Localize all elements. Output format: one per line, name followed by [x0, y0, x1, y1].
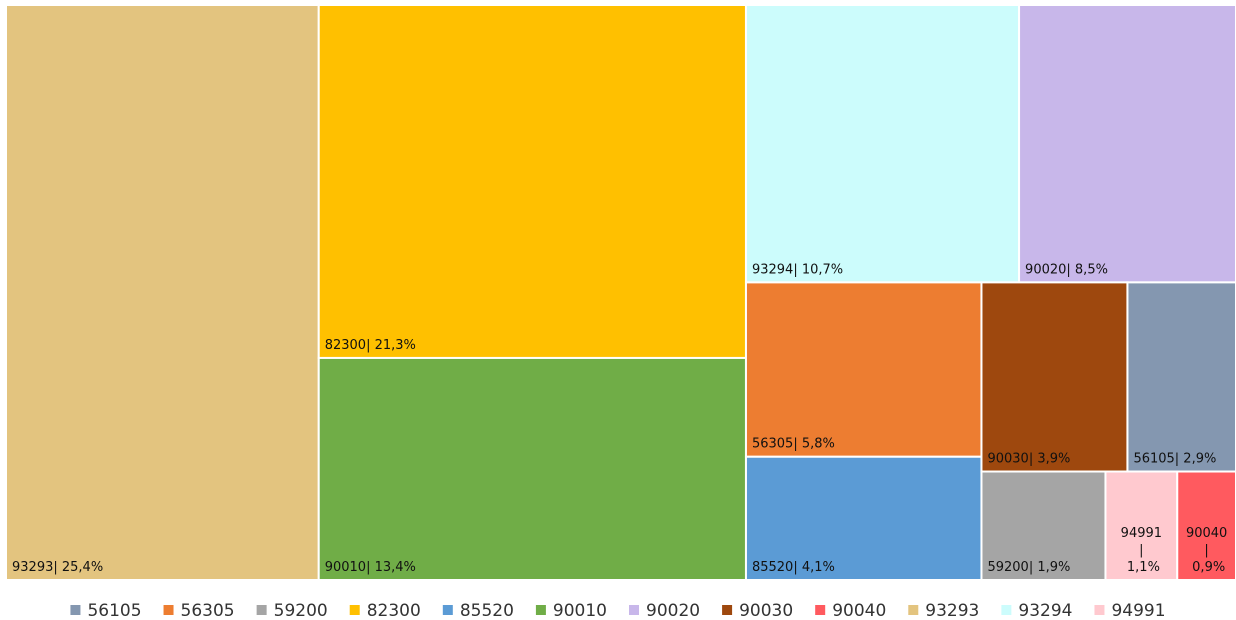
treemap-tile: [980, 470, 1107, 581]
legend-label: 90040: [832, 601, 886, 620]
tile-label: 90020| 8,5%: [1025, 262, 1108, 277]
treemap-tile: [5, 4, 320, 581]
legend-label: 59200: [274, 601, 328, 620]
legend-swatch: [442, 605, 453, 615]
legend-label: 56105: [87, 601, 141, 620]
legend-label: 93293: [925, 601, 979, 620]
legend-swatch: [1094, 605, 1105, 615]
tile-label: 94991 | 1,1%: [1121, 526, 1162, 575]
treemap-tile: [1126, 281, 1236, 473]
tile-label: 93293| 25,4%: [12, 560, 103, 575]
tile-label: 56305| 5,8%: [752, 437, 835, 452]
legend-label: 90030: [739, 601, 793, 620]
legend-swatch: [722, 605, 733, 615]
treemap-tile: [980, 281, 1129, 473]
tile-label: 90040 | 0,9%: [1186, 526, 1227, 575]
legend-label: 94991: [1111, 601, 1165, 620]
legend-label: 90010: [553, 601, 607, 620]
treemap-tile: [1104, 470, 1179, 581]
legend-swatch: [908, 605, 919, 615]
legend-swatch: [256, 605, 267, 615]
treemap-tile: [317, 4, 747, 359]
legend-swatch: [70, 605, 81, 615]
legend-swatch: [629, 605, 639, 615]
tile-label: 85520| 4,1%: [752, 560, 835, 575]
treemap-tile: [744, 4, 1021, 284]
legend-swatch: [815, 605, 826, 615]
legend: 56105 56305 59200 82300 85520 90010 90020 90030…: [70, 601, 1166, 620]
legend-swatch: [1001, 605, 1012, 615]
treemap-tile: [317, 356, 747, 581]
legend-swatch: [163, 605, 174, 615]
tile-label: 90010| 13,4%: [325, 560, 416, 575]
tile-label: 59200| 1,9%: [987, 560, 1070, 575]
legend-label: 90020: [646, 601, 700, 620]
treemap-tile: [1176, 470, 1236, 581]
legend-label: 82300: [367, 601, 421, 620]
legend-label: 56305: [181, 601, 235, 620]
treemap-tile: [744, 455, 983, 581]
tile-label: 56105| 2,9%: [1133, 452, 1216, 467]
legend-label: 85520: [460, 601, 514, 620]
treemap-tile: [744, 281, 983, 458]
legend-swatch: [349, 605, 360, 615]
tile-label: 90030| 3,9%: [987, 452, 1070, 467]
legend-label: 93294: [1018, 601, 1072, 620]
treemap-tile: [1018, 4, 1236, 284]
tile-label: 93294| 10,7%: [752, 262, 843, 277]
legend-swatch: [535, 605, 546, 615]
tile-label: 82300| 21,3%: [325, 338, 416, 353]
